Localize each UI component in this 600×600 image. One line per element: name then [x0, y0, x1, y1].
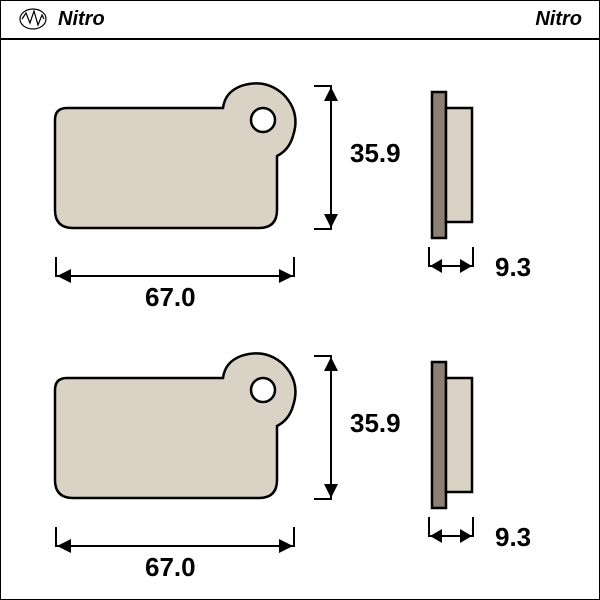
- pad2-width-label: 67.0: [145, 552, 196, 583]
- pad2-front-view: [45, 350, 305, 520]
- brand-right-label: Nitro: [535, 8, 582, 31]
- pad1-width-label: 67.0: [145, 282, 196, 313]
- brand-left-label: Nitro: [58, 8, 105, 31]
- header: Nitro Nitro: [0, 0, 600, 40]
- pad1-side-view: [430, 90, 480, 240]
- pad2-thick-dim: [428, 525, 488, 565]
- pad-row-1: 35.9 67.0 9.3: [0, 60, 600, 320]
- pad1-front-view: [45, 80, 305, 250]
- pad-row-2: 35.9 67.0 9.3: [0, 330, 600, 590]
- diagram-content: 35.9 67.0 9.3: [0, 40, 600, 600]
- pad2-side-view: [430, 360, 480, 510]
- pad1-thick-label: 9.3: [495, 252, 531, 283]
- header-left: Nitro: [18, 7, 105, 31]
- pad2-height-label: 35.9: [350, 408, 401, 439]
- pad2-thick-label: 9.3: [495, 522, 531, 553]
- pad1-height-label: 35.9: [350, 138, 401, 169]
- pad1-thick-dim: [428, 255, 488, 295]
- brand-logo-icon: [18, 7, 48, 31]
